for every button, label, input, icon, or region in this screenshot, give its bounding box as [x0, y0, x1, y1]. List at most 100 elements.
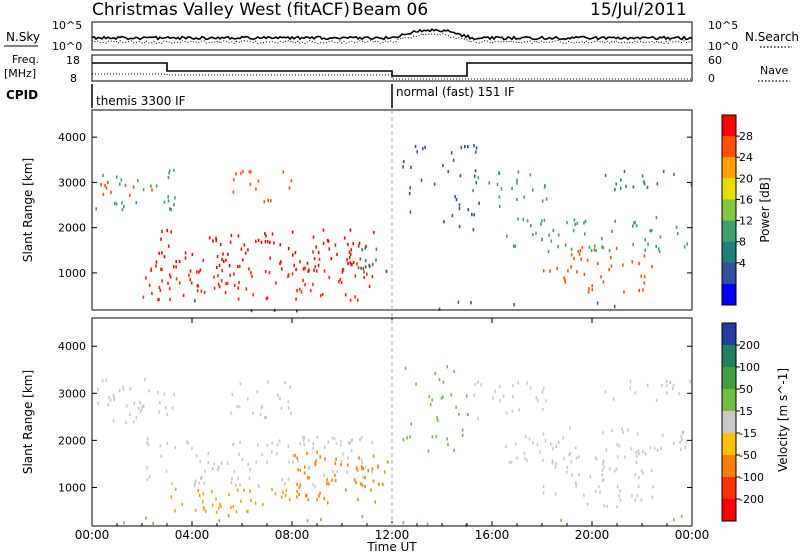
- cpid-panel: CPID themis 3300 IF normal (fast) 151 IF: [6, 84, 515, 108]
- echo-cell: [291, 272, 294, 276]
- echo-cell: [228, 493, 230, 497]
- echo-cell: [304, 266, 306, 270]
- echo-cell: [261, 453, 263, 457]
- colorbar-segment: [722, 199, 736, 222]
- echo-cell: [314, 485, 317, 489]
- echo-cell: [644, 238, 646, 242]
- echo-cell: [589, 474, 592, 479]
- echo-cell: [568, 453, 571, 457]
- echo-cell: [578, 455, 580, 459]
- echo-cell: [361, 476, 364, 480]
- echo-cell: [675, 225, 678, 229]
- echo-cell: [603, 504, 606, 508]
- echo-cell: [548, 233, 550, 237]
- y-tick-label: 4000: [58, 340, 86, 353]
- echo-cell: [322, 241, 325, 245]
- echo-cell: [564, 243, 567, 247]
- echo-cell: [646, 185, 649, 189]
- echo-cell: [264, 240, 267, 244]
- echo-cell: [638, 262, 640, 266]
- echo-cell: [314, 461, 316, 465]
- station-title: Christmas Valley West (fitACF): [92, 0, 350, 20]
- echo-cell: [498, 171, 501, 176]
- echo-cell: [572, 229, 575, 233]
- echo-cell: [427, 449, 430, 453]
- echo-cell: [307, 269, 310, 273]
- colorbar-segment: [722, 115, 736, 137]
- scatter-band: [100, 180, 153, 197]
- echo-cell: [166, 441, 169, 445]
- colorbar-tick-label: 100: [739, 361, 760, 374]
- echo-cell: [416, 150, 418, 154]
- echo-cell: [458, 203, 461, 207]
- echo-cell: [372, 454, 375, 458]
- echo-cell: [230, 411, 232, 415]
- echo-cell: [563, 456, 565, 460]
- echo-cell: [299, 483, 302, 487]
- echo-cell: [612, 397, 615, 401]
- echo-cell: [319, 294, 322, 298]
- echo-cell: [166, 412, 169, 416]
- colorbar-tick-label: -200: [739, 493, 764, 506]
- echo-cell: [349, 442, 351, 446]
- echo-cell: [474, 169, 477, 173]
- echo-cell: [179, 281, 181, 285]
- echo-cell: [570, 247, 573, 251]
- echo-cell: [431, 398, 433, 402]
- echo-cell: [613, 469, 616, 473]
- echo-cell: [217, 282, 220, 286]
- echo-cell: [522, 217, 525, 222]
- echo-cell: [632, 224, 634, 228]
- echo-cell: [352, 261, 355, 265]
- echo-cell: [356, 262, 358, 266]
- echo-cell: [167, 244, 170, 248]
- echo-cell: [578, 252, 581, 256]
- echo-cell: [576, 221, 579, 225]
- echo-cell: [100, 183, 102, 187]
- scatter-band: [604, 379, 691, 402]
- echo-cell: [375, 247, 378, 251]
- echo-cell: [142, 404, 145, 408]
- echo-cell: [315, 245, 317, 249]
- echo-cell: [361, 467, 363, 471]
- echo-cell: [627, 428, 629, 432]
- echo-cell: [256, 390, 259, 394]
- echo-cell: [230, 506, 232, 510]
- echo-cell: [601, 468, 604, 472]
- echo-cell: [574, 446, 577, 450]
- echo-cell: [296, 490, 298, 494]
- echo-cell: [211, 467, 214, 471]
- echo-cell: [278, 439, 281, 443]
- echo-cell: [282, 170, 285, 174]
- echo-cell: [207, 461, 210, 465]
- echo-cell: [340, 280, 343, 285]
- echo-cell: [636, 454, 638, 458]
- echo-cell: [442, 380, 445, 384]
- echo-cell: [457, 300, 460, 304]
- echo-cell: [268, 271, 271, 275]
- echo-cell: [588, 287, 590, 291]
- echo-cell: [196, 289, 199, 293]
- echo-cell: [239, 382, 242, 386]
- echo-cell: [293, 263, 295, 267]
- echo-cell: [308, 466, 311, 470]
- echo-cell: [681, 438, 683, 442]
- echo-cell: [578, 473, 580, 477]
- echo-cell: [657, 247, 660, 251]
- echo-cell: [364, 265, 367, 269]
- echo-cell: [446, 437, 448, 441]
- x-tick-label: 00:00: [75, 528, 110, 542]
- echo-cell: [296, 456, 298, 460]
- echo-cell: [191, 252, 194, 257]
- echo-cell: [238, 452, 240, 456]
- echo-cell: [317, 263, 320, 267]
- echo-cell: [227, 514, 230, 518]
- echo-cell: [601, 245, 603, 249]
- echo-cell: [532, 441, 534, 445]
- echo-cell: [597, 485, 600, 489]
- echo-cell: [557, 440, 560, 445]
- colorbar-tick-label: 20: [739, 172, 753, 185]
- echo-cell: [566, 221, 568, 225]
- echo-cell: [653, 446, 656, 450]
- echo-cell: [269, 240, 271, 244]
